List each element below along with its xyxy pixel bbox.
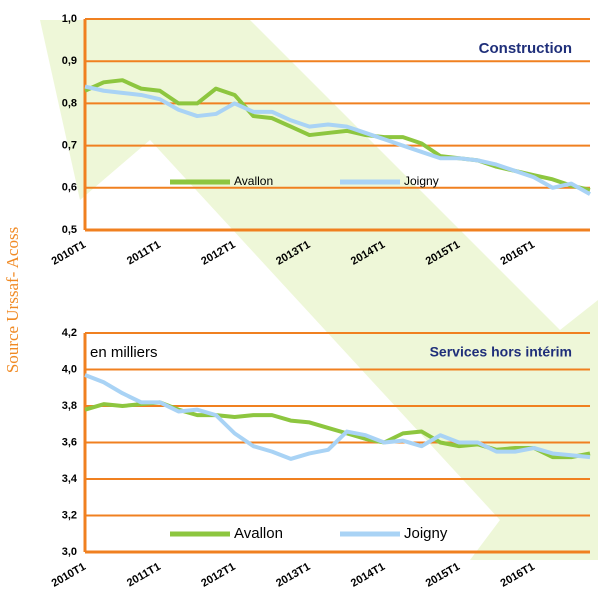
y-tick-label: 0,8: [62, 97, 77, 109]
x-tick-label: 2010T1: [50, 561, 88, 590]
legend-label: Avallon: [234, 525, 283, 542]
x-tick-label: 2012T1: [199, 239, 237, 268]
x-tick-label: 2011T1: [125, 239, 163, 268]
y-tick-label: 0,6: [62, 182, 77, 194]
y-tick-label: 0,7: [62, 140, 77, 152]
y-tick-label: 3,8: [62, 400, 77, 412]
y-tick-label: 0,5: [62, 224, 77, 236]
x-tick-label: 2011T1: [125, 561, 163, 590]
annotation: en milliers: [90, 344, 158, 361]
y-tick-label: 4,2: [62, 327, 77, 339]
x-tick-label: 2015T1: [424, 561, 462, 590]
x-tick-label: 2013T1: [274, 561, 312, 590]
y-tick-label: 1,0: [62, 13, 77, 25]
y-tick-label: 0,9: [62, 55, 77, 67]
y-tick-label: 4,0: [62, 363, 77, 375]
x-tick-label: 2012T1: [199, 561, 237, 590]
y-tick-label: 3,0: [62, 546, 77, 558]
x-tick-label: 2010T1: [50, 239, 88, 268]
x-tick-label: 2014T1: [349, 561, 387, 590]
x-tick-label: 2016T1: [499, 561, 537, 590]
x-tick-label: 2016T1: [499, 239, 537, 268]
legend-label: Joigny: [404, 174, 439, 188]
y-tick-label: 3,4: [62, 473, 78, 485]
y-tick-label: 3,6: [62, 436, 77, 448]
legend-label: Avallon: [234, 174, 273, 188]
chart-title: Construction: [479, 40, 572, 57]
chart-title: Services hors intérim: [430, 344, 572, 360]
series-line: [84, 84, 591, 196]
series-line: [84, 373, 591, 461]
y-tick-label: 3,2: [62, 509, 77, 521]
source-note: Source Urssaf- Acoss: [3, 227, 22, 373]
legend-label: Joigny: [404, 525, 448, 542]
watermark: [40, 20, 598, 560]
